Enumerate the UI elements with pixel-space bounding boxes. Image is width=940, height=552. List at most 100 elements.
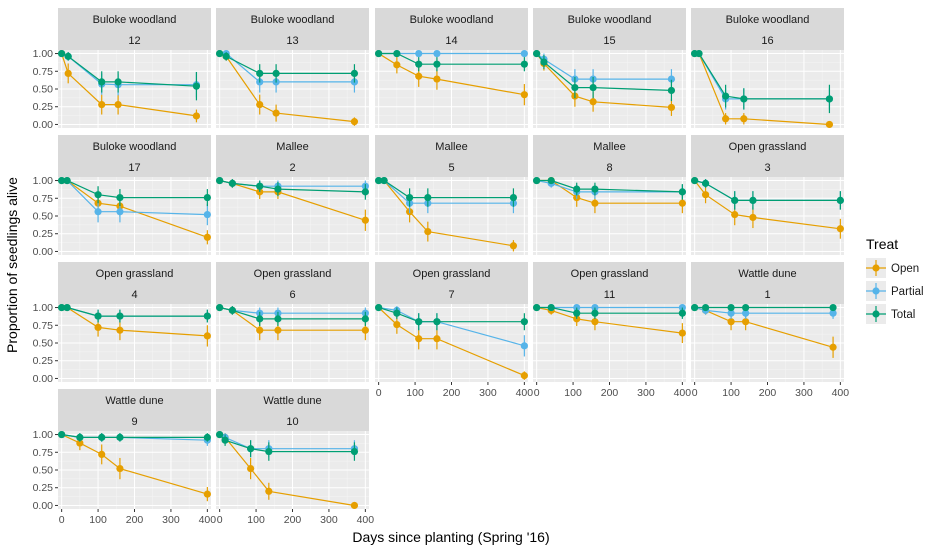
- y-tick-label: 0.25: [33, 355, 54, 367]
- x-axis-title: Days since planting (Spring '16): [352, 529, 549, 545]
- facet-site-label: Buloke woodland: [93, 141, 177, 153]
- data-point: [116, 464, 124, 473]
- y-tick-label: 0.00: [33, 246, 54, 258]
- series-total: [216, 303, 369, 326]
- x-tick-label: 200: [759, 387, 777, 399]
- data-point: [727, 318, 735, 326]
- facet-strip-site: [58, 135, 211, 156]
- data-point: [58, 176, 66, 185]
- data-point: [742, 303, 750, 312]
- data-point: [76, 433, 84, 441]
- data-point: [701, 303, 710, 312]
- legend-label: Open: [891, 263, 919, 275]
- data-point: [272, 69, 280, 77]
- data-point: [691, 303, 699, 312]
- data-point: [836, 225, 844, 233]
- data-point: [829, 303, 837, 312]
- facet-strip-plot: [533, 283, 686, 304]
- data-point: [256, 69, 264, 77]
- data-point: [433, 49, 441, 58]
- series-total: [216, 176, 369, 200]
- facet-strip-site: [691, 262, 844, 283]
- facet-site-label: Buloke woodland: [251, 14, 335, 26]
- y-tick-label: 1.00: [33, 302, 54, 314]
- facet-panel: Buloke woodland 17 0.00 0.25 0.50 0.75 1.00: [33, 135, 211, 258]
- facet-panel: Buloke woodland 12 0.00 0.25 0.50 0.75 1.00: [33, 8, 211, 131]
- x-tick-label: 400: [199, 514, 217, 526]
- series-total: [533, 176, 686, 200]
- facet-site-label: Open grassland: [413, 268, 491, 280]
- series-open: [375, 303, 528, 380]
- facet-panel: Buloke woodland 15: [533, 8, 686, 128]
- facet-plot-label: 8: [606, 162, 612, 174]
- facet-site-label: Buloke woodland: [93, 14, 177, 26]
- y-tick-label: 0.50: [33, 465, 54, 477]
- facet-strip-site: [216, 135, 369, 156]
- x-tick-label: 0: [59, 514, 65, 526]
- facet-plot-label: 15: [603, 35, 615, 47]
- legend-title: Treat: [866, 236, 898, 252]
- data-point: [203, 193, 211, 202]
- data-point: [678, 329, 686, 337]
- data-point: [76, 439, 84, 447]
- facet-strip-plot: [375, 283, 528, 304]
- facet-site-label: Open grassland: [254, 268, 332, 280]
- data-point: [520, 342, 528, 350]
- data-point: [740, 95, 748, 103]
- x-tick-label: 0: [692, 387, 698, 399]
- data-point: [547, 176, 555, 185]
- facet-panel: Mallee 2: [216, 135, 369, 255]
- data-point: [265, 487, 273, 495]
- facet-strip-site: [375, 8, 528, 29]
- facet-strip-plot: [58, 29, 211, 50]
- legend-item-open: Open: [866, 258, 919, 278]
- data-point: [98, 433, 106, 441]
- data-point: [591, 185, 599, 193]
- series-total: [58, 49, 201, 101]
- data-point: [520, 318, 528, 326]
- facet-plot-label: 1: [764, 289, 770, 301]
- legend-label: Total: [891, 309, 915, 321]
- facet-strip-plot: [58, 283, 211, 304]
- y-tick-label: 0.75: [33, 66, 54, 78]
- data-point: [520, 49, 528, 58]
- data-point: [722, 115, 730, 123]
- y-tick-label: 0.50: [33, 211, 54, 223]
- data-point: [361, 315, 369, 323]
- x-tick-label: 100: [89, 514, 107, 526]
- facet-strip-plot: [375, 29, 528, 50]
- data-point: [116, 193, 124, 202]
- data-point: [547, 303, 555, 312]
- data-point: [829, 309, 837, 317]
- data-point: [415, 60, 423, 68]
- series-total: [216, 49, 359, 83]
- facet-site-label: Open grassland: [729, 141, 807, 153]
- facet-strip-site: [58, 262, 211, 283]
- data-point: [415, 72, 423, 80]
- data-point: [94, 208, 102, 216]
- facet-strip-plot: [691, 156, 844, 177]
- data-point: [667, 103, 676, 112]
- facet-strip-plot: [533, 156, 686, 177]
- data-point: [380, 176, 388, 185]
- x-tick-label: 100: [722, 387, 740, 399]
- series-total: [375, 176, 518, 207]
- data-point: [350, 501, 359, 510]
- data-point: [393, 309, 401, 317]
- data-point: [228, 306, 236, 314]
- y-tick-label: 1.00: [33, 48, 54, 60]
- facet-site-label: Mallee: [276, 141, 308, 153]
- data-point: [98, 78, 106, 86]
- facet-strip-plot: [375, 156, 528, 177]
- series-total: [375, 49, 528, 72]
- data-point: [58, 430, 66, 439]
- y-tick-label: 0.25: [33, 482, 54, 494]
- facet-site-label: Buloke woodland: [568, 14, 652, 26]
- data-point: [406, 193, 414, 202]
- data-point: [533, 49, 541, 58]
- facet-strip-plot: [216, 283, 369, 304]
- data-point: [361, 188, 369, 196]
- facet-panel: Open grassland 3: [691, 135, 844, 255]
- data-point: [192, 112, 201, 120]
- facet-strip-plot: [58, 156, 211, 177]
